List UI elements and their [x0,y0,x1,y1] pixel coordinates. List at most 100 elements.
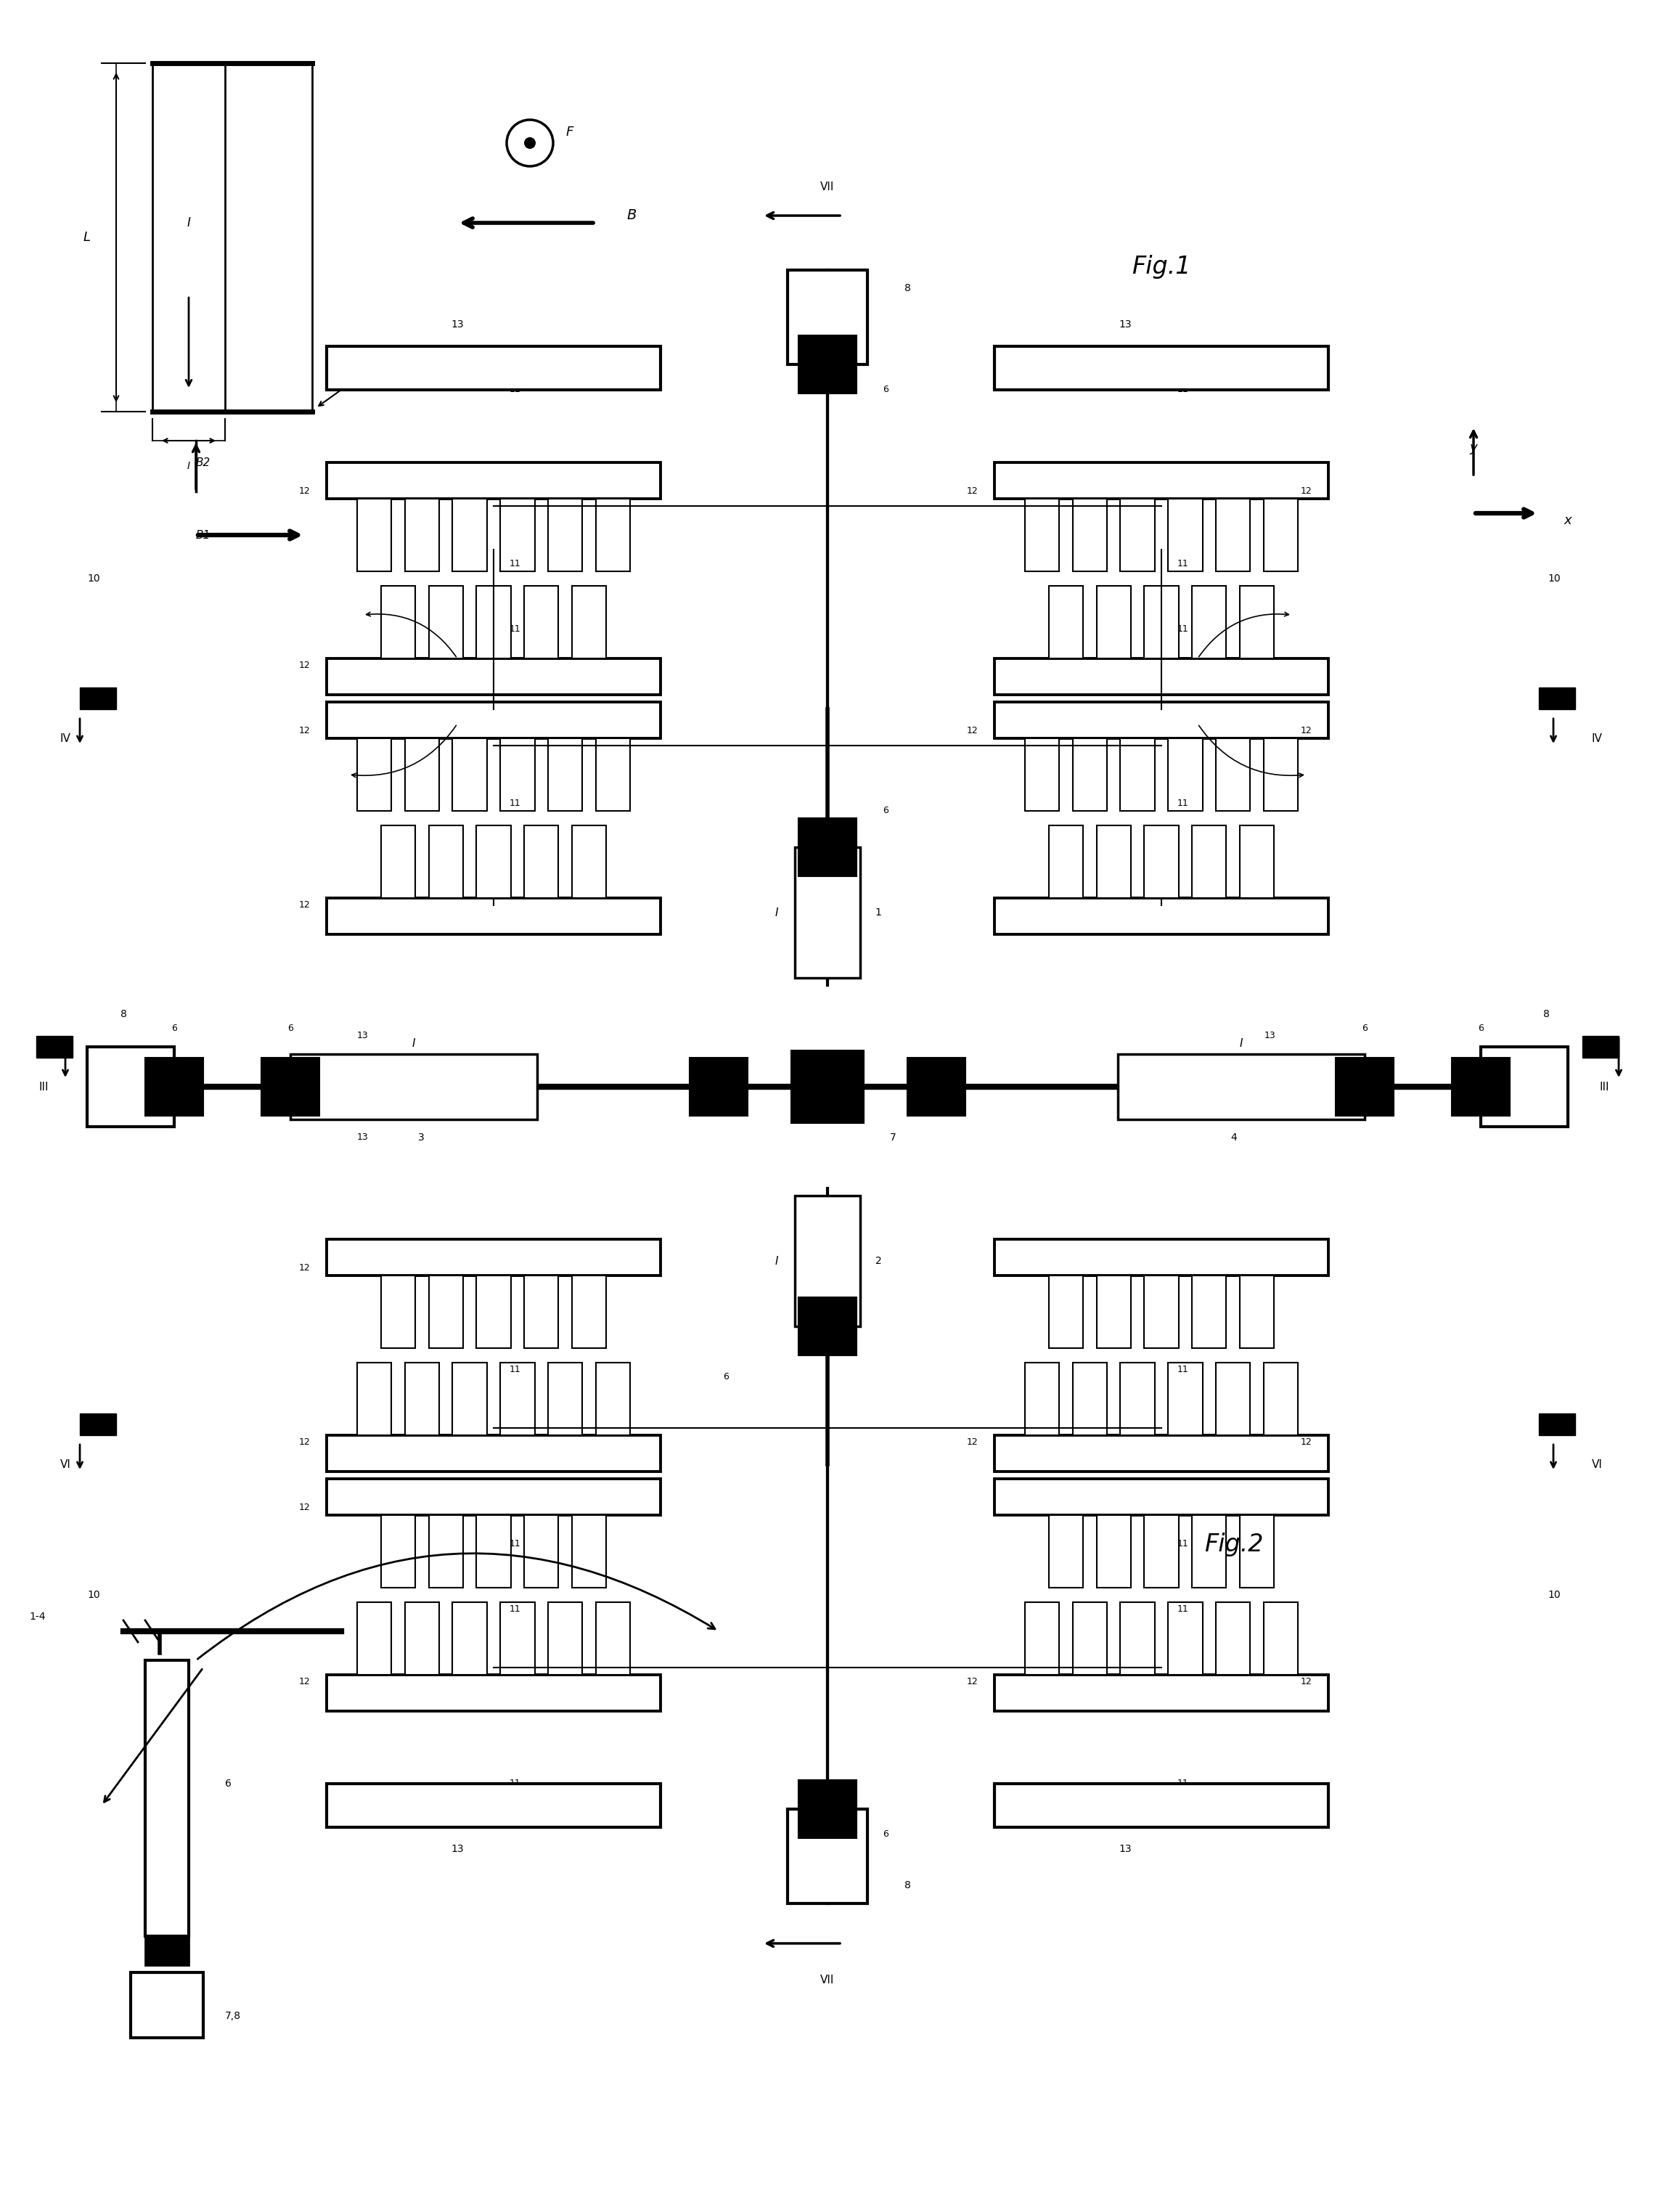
Bar [1072,1363,1107,1436]
Bar [525,825,558,898]
Bar [326,462,660,498]
Bar [326,701,660,739]
Bar [995,1436,1329,1471]
Bar [798,336,857,394]
Text: 6: 6 [723,1371,728,1382]
Text: x: x [1564,513,1572,526]
Bar [788,270,867,365]
Bar [381,1276,415,1347]
Text: 11: 11 [510,1540,521,1548]
Text: Fig.2: Fig.2 [1205,1533,1263,1555]
Bar [548,1601,583,1674]
Bar [1072,739,1107,812]
Bar [1216,498,1250,571]
Text: 11: 11 [510,560,521,568]
Text: 12: 12 [300,1677,311,1688]
Bar [794,847,861,978]
Bar [995,701,1329,739]
Bar [1336,1057,1394,1115]
Bar [548,498,583,571]
Bar [1144,825,1178,898]
Bar [791,1051,864,1124]
Text: VI: VI [1592,1460,1602,1469]
Text: 13: 13 [1119,1845,1132,1854]
Text: 12: 12 [300,487,311,495]
Bar [798,1781,857,1838]
Bar [794,1197,861,1327]
Bar [995,1674,1329,1712]
Text: 6: 6 [882,805,889,816]
Bar [1120,498,1155,571]
Bar [381,586,415,659]
Text: 12: 12 [1301,726,1312,737]
Text: 11: 11 [510,1365,521,1374]
Bar [1024,739,1059,812]
Text: 6: 6 [882,1829,889,1838]
Bar [995,1239,1329,1276]
Text: 2: 2 [875,1256,882,1265]
Text: F: F [566,126,574,139]
Text: y: y [1470,442,1478,453]
Bar [1263,498,1298,571]
Circle shape [525,137,536,148]
Text: 13: 13 [357,1031,369,1040]
Text: L: L [83,230,91,243]
Bar [146,1936,189,1964]
Text: 12: 12 [967,1438,978,1447]
Bar [1192,1276,1226,1347]
Bar [381,1515,415,1588]
Text: 13: 13 [357,1133,369,1141]
Bar [1049,1276,1082,1347]
Text: IV: IV [1592,732,1602,743]
Bar [452,1363,487,1436]
FancyArrowPatch shape [366,613,457,657]
Text: I: I [187,217,190,230]
Text: 12: 12 [967,726,978,737]
Bar [1192,586,1226,659]
Text: Fig.1: Fig.1 [1132,254,1192,279]
Bar [452,739,487,812]
Text: 11: 11 [510,799,521,807]
Bar [500,498,535,571]
Bar [1192,1515,1226,1588]
Bar [1539,1413,1576,1436]
Text: 13: 13 [450,1845,463,1854]
Bar [88,1046,174,1126]
Text: 1-4: 1-4 [30,1613,45,1621]
Bar [995,1480,1329,1515]
Text: B2: B2 [195,458,210,469]
Text: III: III [1599,1082,1609,1093]
FancyArrowPatch shape [353,726,457,776]
Bar [1120,739,1155,812]
Bar [1168,739,1203,812]
Bar [995,1783,1329,1827]
Bar [1097,825,1130,898]
Bar [1049,825,1082,898]
Bar [429,825,463,898]
Bar [1144,1515,1178,1588]
Bar [452,1601,487,1674]
Bar [596,1363,631,1436]
Bar [1024,1601,1059,1674]
Bar [525,1276,558,1347]
Bar [477,825,511,898]
Text: 12: 12 [300,1438,311,1447]
Bar [1263,1601,1298,1674]
Text: VII: VII [821,181,834,192]
Text: 10: 10 [1547,1590,1561,1599]
Bar [1168,1363,1203,1436]
Bar [429,1515,463,1588]
Text: 13: 13 [1119,319,1132,330]
Bar [357,1363,392,1436]
Bar [261,1057,319,1115]
Text: 8: 8 [121,1009,127,1020]
Bar [1240,586,1274,659]
Bar [1263,739,1298,812]
Text: 13: 13 [450,319,463,330]
Bar [146,1057,204,1115]
Bar [131,1973,204,2037]
Text: 12: 12 [967,487,978,495]
Bar [1120,1601,1155,1674]
Bar [1240,1515,1274,1588]
Bar [326,1239,660,1276]
